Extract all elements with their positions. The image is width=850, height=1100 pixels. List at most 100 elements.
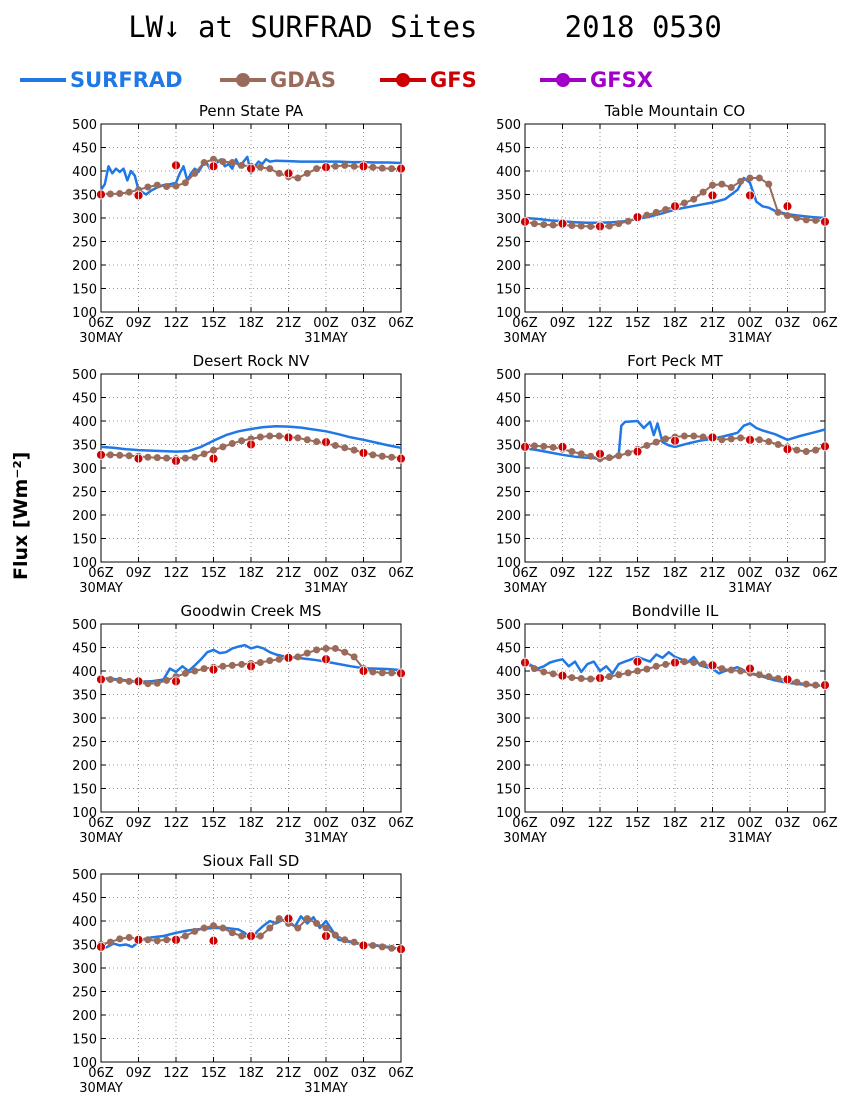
chart-title: Table Mountain CO	[604, 102, 746, 120]
data-point-gdas	[530, 665, 538, 673]
data-point-gdas	[116, 935, 124, 943]
data-point-gdas	[615, 220, 623, 228]
data-point-gdas	[181, 932, 189, 940]
chart-title: Bondville IL	[632, 602, 719, 620]
data-point-gdas	[568, 448, 576, 456]
data-point-gdas	[774, 675, 782, 683]
x-tick-label: 06Z	[512, 316, 538, 331]
data-point-gdas	[718, 180, 726, 188]
x-tick-label: 00Z	[313, 316, 339, 331]
data-point-gdas	[341, 936, 349, 944]
data-point-gdas	[605, 454, 613, 462]
data-point-gdas	[605, 222, 613, 230]
data-point-gdas	[587, 675, 595, 683]
chart-panel: Desert Rock NV 100 150 200 250 300 350 400 450 50…	[72, 352, 414, 596]
data-point-gdas	[275, 432, 283, 440]
data-point-gdas	[680, 658, 688, 666]
data-point-gdas	[266, 657, 274, 665]
data-point-gdas	[378, 452, 386, 460]
legend-label: GDAS	[270, 68, 337, 92]
x-tick-label: 09Z	[550, 566, 576, 581]
data-point-gdas	[210, 446, 217, 454]
data-point-gdas	[587, 222, 595, 230]
y-tick-label: 450	[72, 892, 97, 907]
x-tick-label: 12Z	[163, 316, 189, 331]
y-tick-label: 300	[496, 712, 521, 727]
x-date-label: 30MAY	[79, 831, 123, 846]
data-point-gdas	[219, 158, 227, 166]
x-tick-label: 21Z	[276, 566, 302, 581]
data-point-gdas	[266, 432, 274, 440]
data-point-gdas	[313, 438, 321, 446]
data-point-gdas	[699, 660, 707, 668]
y-tick-label: 250	[72, 736, 97, 751]
data-point-gdas	[530, 442, 538, 450]
y-tick-label: 200	[496, 509, 521, 524]
y-tick-label: 450	[496, 392, 521, 407]
y-tick-label: 350	[496, 439, 521, 454]
data-point-gdas	[690, 432, 698, 440]
data-point-gdas	[341, 648, 349, 656]
data-point-gdas	[530, 220, 538, 228]
x-tick-label: 12Z	[587, 316, 613, 331]
data-point-gdas	[774, 208, 782, 216]
x-date-label: 30MAY	[503, 581, 547, 596]
x-tick-label: 15Z	[201, 816, 227, 831]
data-point-gdas	[331, 162, 339, 170]
y-tick-label: 500	[72, 368, 97, 383]
data-point-gdas	[577, 450, 585, 458]
y-tick-label: 450	[72, 642, 97, 657]
x-tick-label: 06Z	[812, 316, 838, 331]
data-point-gdas	[765, 438, 773, 446]
data-point-gdas	[699, 188, 707, 196]
data-point-gdas	[294, 653, 302, 661]
data-point-gdas	[369, 668, 377, 676]
data-point-gdas	[181, 454, 189, 462]
legend-swatch-surfrad	[20, 78, 66, 82]
data-point-gdas	[643, 665, 651, 673]
y-tick-label: 250	[72, 486, 97, 501]
data-point-gdas	[727, 435, 735, 443]
data-point-gdas	[680, 432, 688, 440]
data-point-gdas	[116, 190, 124, 198]
x-tick-label: 06Z	[388, 816, 414, 831]
data-point-gdas	[802, 680, 810, 688]
data-point-gdas	[643, 441, 651, 449]
x-date-label: 31MAY	[728, 331, 772, 346]
y-tick-label: 250	[72, 986, 97, 1001]
x-tick-label: 00Z	[737, 566, 763, 581]
data-point-gdas	[172, 182, 180, 190]
data-point-gdas	[690, 659, 698, 667]
y-tick-label: 250	[496, 486, 521, 501]
x-tick-label: 03Z	[775, 816, 801, 831]
x-tick-label: 03Z	[351, 816, 377, 831]
x-tick-label: 18Z	[238, 816, 264, 831]
data-point-gdas	[228, 440, 236, 448]
x-tick-label: 03Z	[775, 566, 801, 581]
y-tick-label: 200	[72, 759, 97, 774]
x-tick-label: 18Z	[662, 316, 688, 331]
y-tick-label: 350	[496, 189, 521, 204]
x-tick-label: 06Z	[812, 816, 838, 831]
x-date-label: 30MAY	[79, 1081, 123, 1096]
x-tick-label: 09Z	[126, 316, 152, 331]
data-point-gdas	[746, 174, 754, 182]
x-tick-label: 09Z	[550, 816, 576, 831]
legend-swatch-gfsx	[540, 73, 586, 87]
y-tick-label: 450	[496, 142, 521, 157]
data-point-gdas	[256, 659, 264, 667]
series-line-surfrad	[100, 643, 402, 684]
data-point-gdas	[388, 944, 396, 952]
y-tick-label: 200	[72, 509, 97, 524]
data-point-gdas	[125, 188, 133, 196]
x-tick-label: 12Z	[587, 816, 613, 831]
legend: SURFRAD GDAS GFS GFSX	[18, 64, 718, 98]
data-point-gdas	[125, 677, 133, 685]
data-point-gdas	[322, 924, 330, 932]
data-point-gdas	[388, 165, 396, 173]
data-point-gdas	[624, 669, 632, 677]
data-point-gdas	[549, 670, 557, 678]
x-tick-label: 21Z	[276, 816, 302, 831]
x-tick-label: 00Z	[313, 566, 339, 581]
x-tick-label: 12Z	[163, 816, 189, 831]
